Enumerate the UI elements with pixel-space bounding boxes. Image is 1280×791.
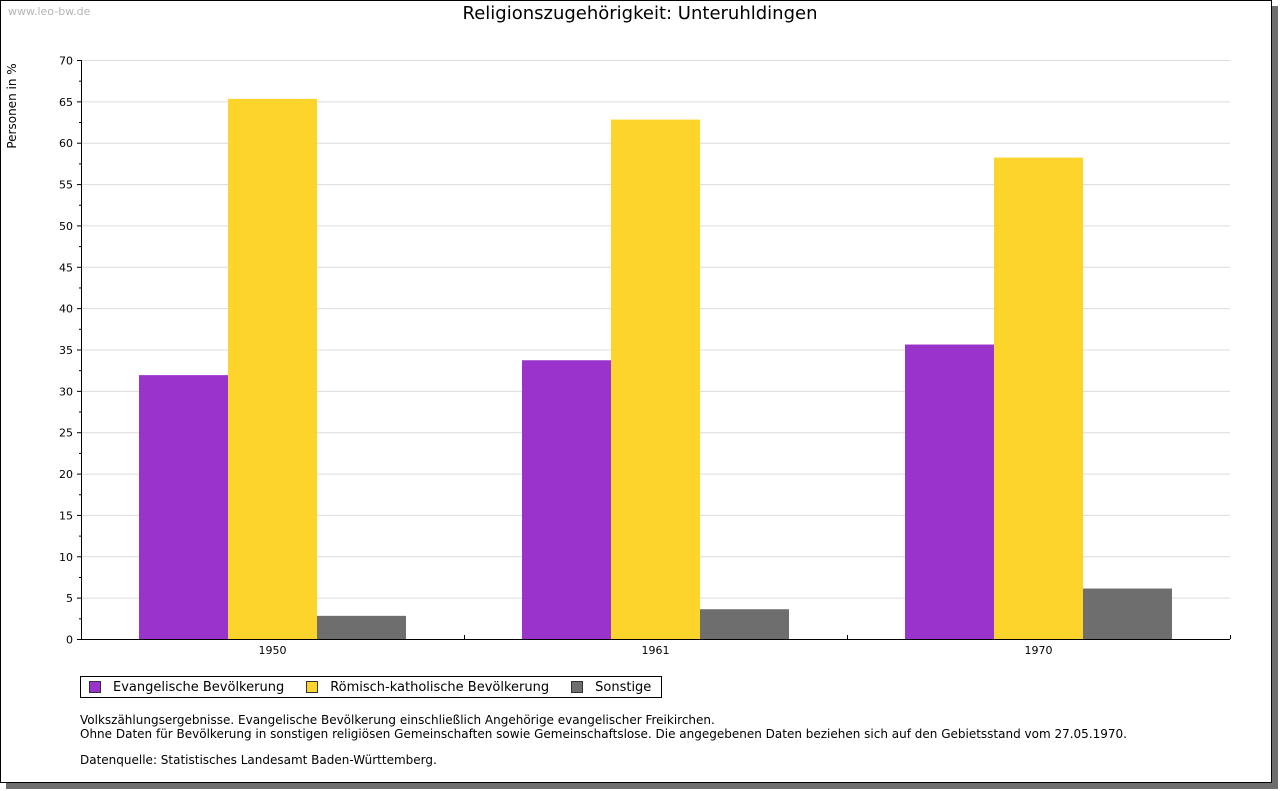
legend-item: Römisch-katholische Bevölkerung — [306, 680, 549, 695]
legend-label: Sonstige — [595, 679, 652, 695]
footnotes: Volkszählungsergebnisse. Evangelische Be… — [80, 713, 1127, 767]
bar-chart: 0 5 10 15 20 25 30 35 40 45 50 55 60 65 70 1950 1961 197… — [5, 55, 1231, 657]
y-tick-label: 70 — [59, 55, 73, 68]
legend-label: Römisch-katholische Bevölkerung — [330, 679, 550, 695]
bar — [522, 360, 611, 639]
legend-swatch — [89, 681, 101, 693]
legend-label: Evangelische Bevölkerung — [113, 679, 285, 695]
x-axis: 1950 1961 1970 — [81, 635, 1231, 657]
y-tick-label: 25 — [59, 427, 73, 440]
bar — [317, 615, 406, 639]
y-tick-label: 45 — [59, 261, 73, 274]
y-tick-label: 65 — [59, 96, 73, 109]
bar — [905, 344, 994, 639]
bar — [139, 375, 228, 639]
bar — [228, 98, 317, 639]
y-axis-label: Personen in % — [5, 63, 19, 148]
y-tick-label: 0 — [66, 634, 73, 647]
legend-swatch — [306, 681, 319, 693]
watermark: www.leo-bw.de — [8, 5, 91, 18]
y-tick-label: 15 — [59, 509, 73, 522]
y-tick-label: 20 — [59, 468, 73, 481]
y-tick-label: 50 — [59, 220, 73, 233]
y-tick-label: 30 — [59, 385, 73, 398]
y-tick-label: 40 — [59, 303, 73, 316]
y-tick-label: 10 — [59, 551, 73, 564]
y-tick-label: 35 — [59, 344, 73, 357]
legend-swatch — [571, 681, 584, 693]
legend-item: Evangelische Bevölkerung — [89, 680, 284, 695]
y-axis: 0 5 10 15 20 25 30 35 40 45 50 55 60 65 70 — [59, 55, 82, 647]
x-tick-label: 1961 — [642, 644, 670, 657]
legend: Evangelische Bevölkerung Römisch-katholis… — [80, 676, 663, 698]
footnote-line-1: Volkszählungsergebnisse. Evangelische Be… — [80, 713, 715, 727]
footnote-line-2: Ohne Daten für Bevölkerung in sonstigen … — [80, 727, 1127, 741]
legend-item: Sonstige — [571, 680, 651, 695]
chart-title: Religionszugehörigkeit: Unteruhldingen — [462, 3, 818, 24]
bar — [611, 119, 700, 640]
x-tick-label: 1950 — [259, 644, 287, 657]
bar — [700, 609, 789, 639]
data-source: Datenquelle: Statistisches Landesamt Bad… — [80, 753, 437, 767]
y-tick-label: 5 — [66, 592, 73, 605]
bars — [139, 98, 1172, 640]
y-tick-label: 55 — [59, 179, 73, 192]
bar — [1083, 588, 1172, 639]
x-tick-label: 1970 — [1025, 644, 1053, 657]
y-tick-label: 60 — [59, 137, 73, 150]
bar — [994, 157, 1083, 640]
